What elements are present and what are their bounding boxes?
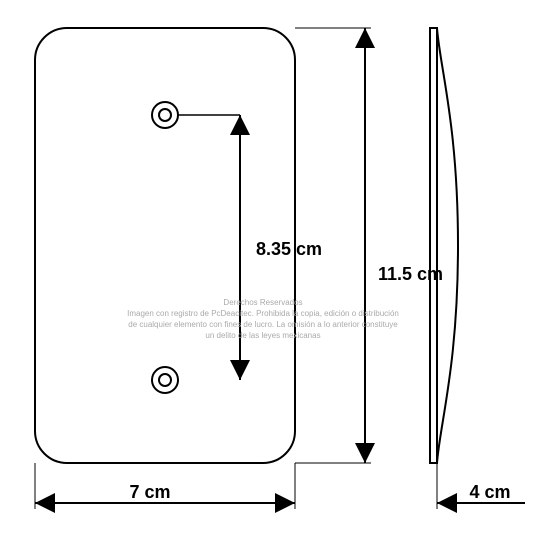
side-profile-curve [437, 28, 458, 463]
watermark-line-3: de cualquier elemento con fines de lucro… [128, 320, 398, 329]
watermark-line-4: un delito de las leyes mexicanas [205, 331, 320, 340]
dim-label-width: 7 cm [129, 482, 170, 502]
dim-label-outer-height: 11.5 cm [378, 264, 443, 284]
screw-hole-bottom-outer [152, 367, 178, 393]
screw-hole-top-inner [159, 109, 171, 121]
watermark-line-2: Imagen con registro de PcDeacitec. Prohi… [127, 309, 399, 318]
technical-drawing: 8.35 cm 11.5 cm 7 cm 4 cm Derechos Reservado… [0, 0, 550, 550]
dim-label-depth: 4 cm [469, 482, 510, 502]
dim-label-inner-height: 8.35 cm [256, 239, 322, 259]
screw-hole-top-outer [152, 102, 178, 128]
screw-hole-bottom-inner [159, 374, 171, 386]
side-profile-flat [430, 28, 437, 463]
watermark-line-1: Derechos Reservados [223, 298, 302, 307]
